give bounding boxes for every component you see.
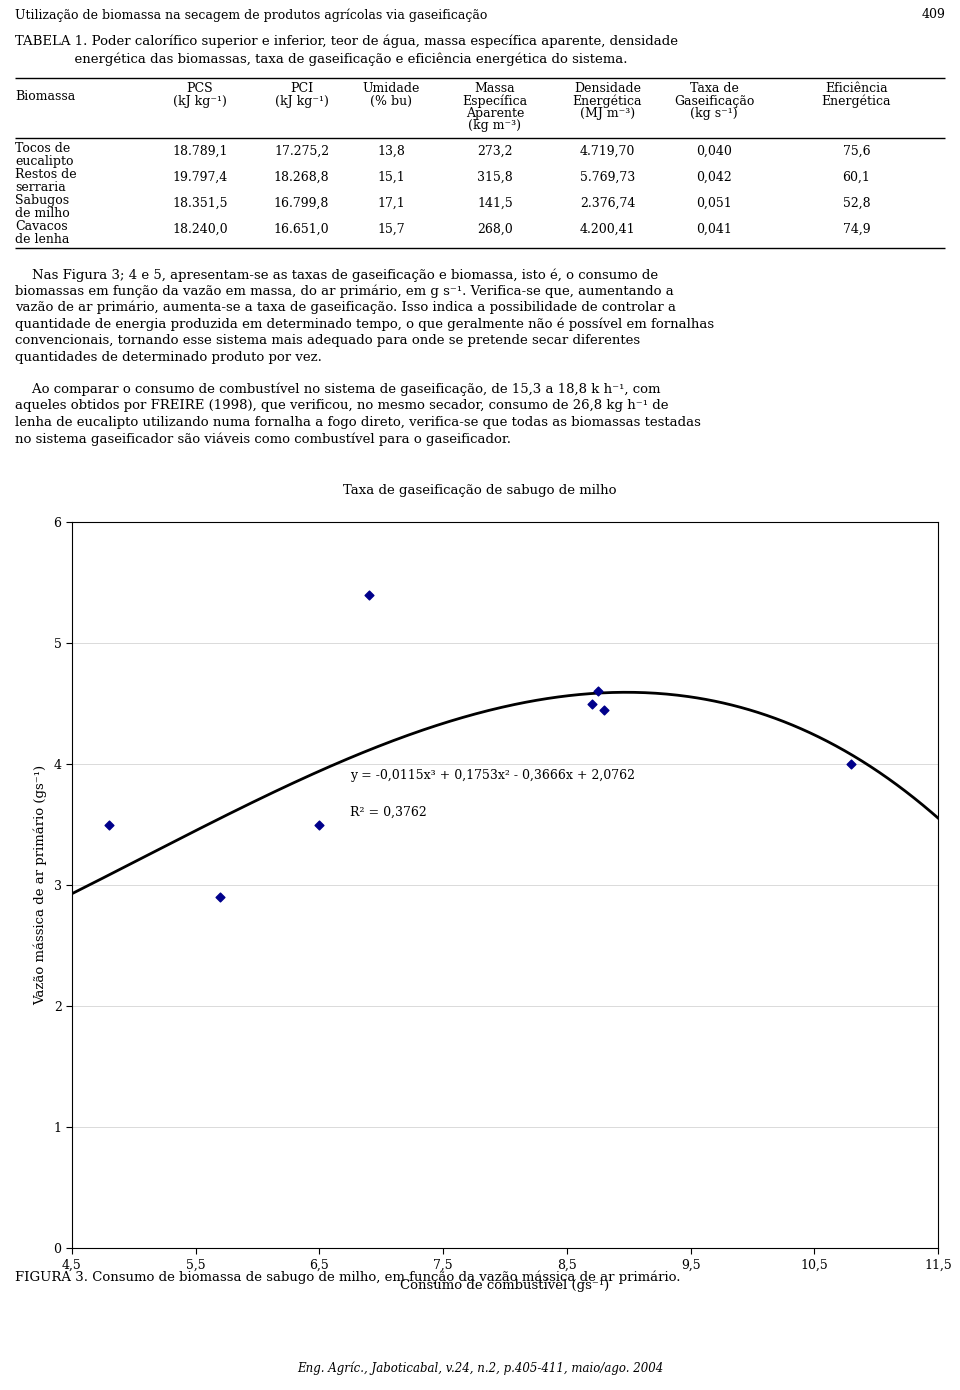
Text: quantidade de energia produzida em determinado tempo, o que geralmente não é pos: quantidade de energia produzida em deter… [15, 317, 714, 331]
Text: Aparente: Aparente [466, 107, 524, 120]
Point [312, 813, 327, 835]
Text: Eficiência: Eficiência [826, 82, 888, 95]
Text: Umidade: Umidade [363, 82, 420, 95]
Text: (kg m⁻³): (kg m⁻³) [468, 120, 521, 132]
Text: Nas Figura 3; 4 e 5, apresentam-se as taxas de gaseificação e biomassa, isto é, : Nas Figura 3; 4 e 5, apresentam-se as ta… [15, 268, 659, 282]
Text: 0,042: 0,042 [696, 171, 732, 183]
Text: Taxa de gaseificação de sabugo de milho: Taxa de gaseificação de sabugo de milho [344, 484, 616, 498]
Point [102, 813, 117, 835]
Text: 0,041: 0,041 [696, 222, 732, 236]
Text: serraria: serraria [15, 181, 65, 195]
Text: Energética: Energética [822, 95, 891, 108]
Text: 18.351,5: 18.351,5 [172, 197, 228, 210]
Text: 5.769,73: 5.769,73 [580, 171, 636, 183]
Text: Tocos de: Tocos de [15, 142, 70, 156]
Text: Cavacos: Cavacos [15, 220, 67, 234]
Text: R² = 0,3762: R² = 0,3762 [350, 805, 427, 819]
Text: 0,040: 0,040 [696, 145, 732, 158]
Text: 13,8: 13,8 [377, 145, 405, 158]
Text: Biomassa: Biomassa [15, 90, 75, 103]
Point [590, 680, 606, 702]
Text: de milho: de milho [15, 207, 70, 220]
Text: de lenha: de lenha [15, 234, 69, 246]
Text: Energética: Energética [573, 95, 642, 108]
Text: (kg s⁻¹): (kg s⁻¹) [690, 107, 738, 120]
Text: 18.240,0: 18.240,0 [172, 222, 228, 236]
Text: 409: 409 [922, 8, 945, 21]
Text: aqueles obtidos por FREIRE (1998), que verificou, no mesmo secador, consumo de 2: aqueles obtidos por FREIRE (1998), que v… [15, 399, 668, 413]
Text: 15,1: 15,1 [377, 171, 405, 183]
Text: PCI: PCI [290, 82, 313, 95]
Text: 16.799,8: 16.799,8 [274, 197, 329, 210]
Text: Densidade: Densidade [574, 82, 641, 95]
Text: no sistema gaseificador são viáveis como combustível para o gaseificador.: no sistema gaseificador são viáveis como… [15, 432, 511, 446]
Text: Taxa de: Taxa de [689, 82, 738, 95]
Text: 273,2: 273,2 [477, 145, 513, 158]
Text: (kJ kg⁻¹): (kJ kg⁻¹) [173, 95, 227, 108]
Text: Massa: Massa [474, 82, 516, 95]
Text: convencionais, tornando esse sistema mais adequado para onde se pretende secar d: convencionais, tornando esse sistema mai… [15, 334, 640, 348]
Text: 19.797,4: 19.797,4 [173, 171, 228, 183]
Text: 75,6: 75,6 [843, 145, 871, 158]
Point [584, 692, 599, 714]
Text: lenha de eucalipto utilizando numa fornalha a fogo direto, verifica-se que todas: lenha de eucalipto utilizando numa forna… [15, 416, 701, 430]
Point [844, 753, 859, 776]
Text: vazão de ar primário, aumenta-se a taxa de gaseificação. Isso indica a possibili: vazão de ar primário, aumenta-se a taxa … [15, 302, 676, 314]
Text: 4.200,41: 4.200,41 [580, 222, 636, 236]
Text: energética das biomassas, taxa de gaseificação e eficiência energética do sistem: energética das biomassas, taxa de gaseif… [15, 51, 628, 65]
Text: TABELA 1. Poder calorífico superior e inferior, teor de água, massa específica a: TABELA 1. Poder calorífico superior e in… [15, 35, 678, 49]
Text: 15,7: 15,7 [377, 222, 405, 236]
Text: Específica: Específica [463, 95, 528, 108]
Text: 52,8: 52,8 [843, 197, 871, 210]
Text: (MJ m⁻³): (MJ m⁻³) [580, 107, 636, 120]
Text: Gaseificação: Gaseificação [674, 95, 755, 108]
Text: (% bu): (% bu) [371, 95, 413, 108]
Text: biomassas em função da vazão em massa, do ar primário, em g s⁻¹. Verifica-se que: biomassas em função da vazão em massa, d… [15, 285, 674, 297]
Text: 268,0: 268,0 [477, 222, 513, 236]
Text: 2.376,74: 2.376,74 [580, 197, 636, 210]
Text: PCS: PCS [186, 82, 213, 95]
Text: Eng. Agríc., Jaboticabal, v.24, n.2, p.405-411, maio/ago. 2004: Eng. Agríc., Jaboticabal, v.24, n.2, p.4… [297, 1361, 663, 1375]
Text: 17.275,2: 17.275,2 [274, 145, 329, 158]
Text: Utilização de biomassa na secagem de produtos agrícolas via gaseificação: Utilização de biomassa na secagem de pro… [15, 8, 488, 21]
Text: 141,5: 141,5 [477, 197, 513, 210]
Text: quantidades de determinado produto por vez.: quantidades de determinado produto por v… [15, 350, 322, 364]
Text: 0,051: 0,051 [696, 197, 732, 210]
Text: Sabugos: Sabugos [15, 195, 69, 207]
Text: 60,1: 60,1 [843, 171, 871, 183]
Text: 17,1: 17,1 [377, 197, 405, 210]
Text: Restos de: Restos de [15, 168, 77, 181]
Text: eucalipto: eucalipto [15, 156, 74, 168]
Text: 4.719,70: 4.719,70 [580, 145, 636, 158]
Text: 18.789,1: 18.789,1 [172, 145, 228, 158]
Text: y = -0,0115x³ + 0,1753x² - 0,3666x + 2,0762: y = -0,0115x³ + 0,1753x² - 0,3666x + 2,0… [350, 769, 636, 783]
Text: 16.651,0: 16.651,0 [274, 222, 329, 236]
X-axis label: Consumo de combustível (gs⁻¹): Consumo de combustível (gs⁻¹) [400, 1279, 610, 1291]
Point [596, 698, 612, 720]
Text: 18.268,8: 18.268,8 [274, 171, 329, 183]
Point [361, 584, 376, 606]
Text: FIGURA 3. Consumo de biomassa de sabugo de milho, em função da vazão mássica de : FIGURA 3. Consumo de biomassa de sabugo … [15, 1270, 681, 1283]
Point [213, 885, 228, 908]
Text: Ao comparar o consumo de combustível no sistema de gaseificação, de 15,3 a 18,8 : Ao comparar o consumo de combustível no … [15, 384, 660, 396]
Y-axis label: Vazão mássica de ar primário (gs⁻¹): Vazão mássica de ar primário (gs⁻¹) [34, 765, 47, 1005]
Text: 315,8: 315,8 [477, 171, 513, 183]
Text: 74,9: 74,9 [843, 222, 871, 236]
Text: (kJ kg⁻¹): (kJ kg⁻¹) [275, 95, 328, 108]
